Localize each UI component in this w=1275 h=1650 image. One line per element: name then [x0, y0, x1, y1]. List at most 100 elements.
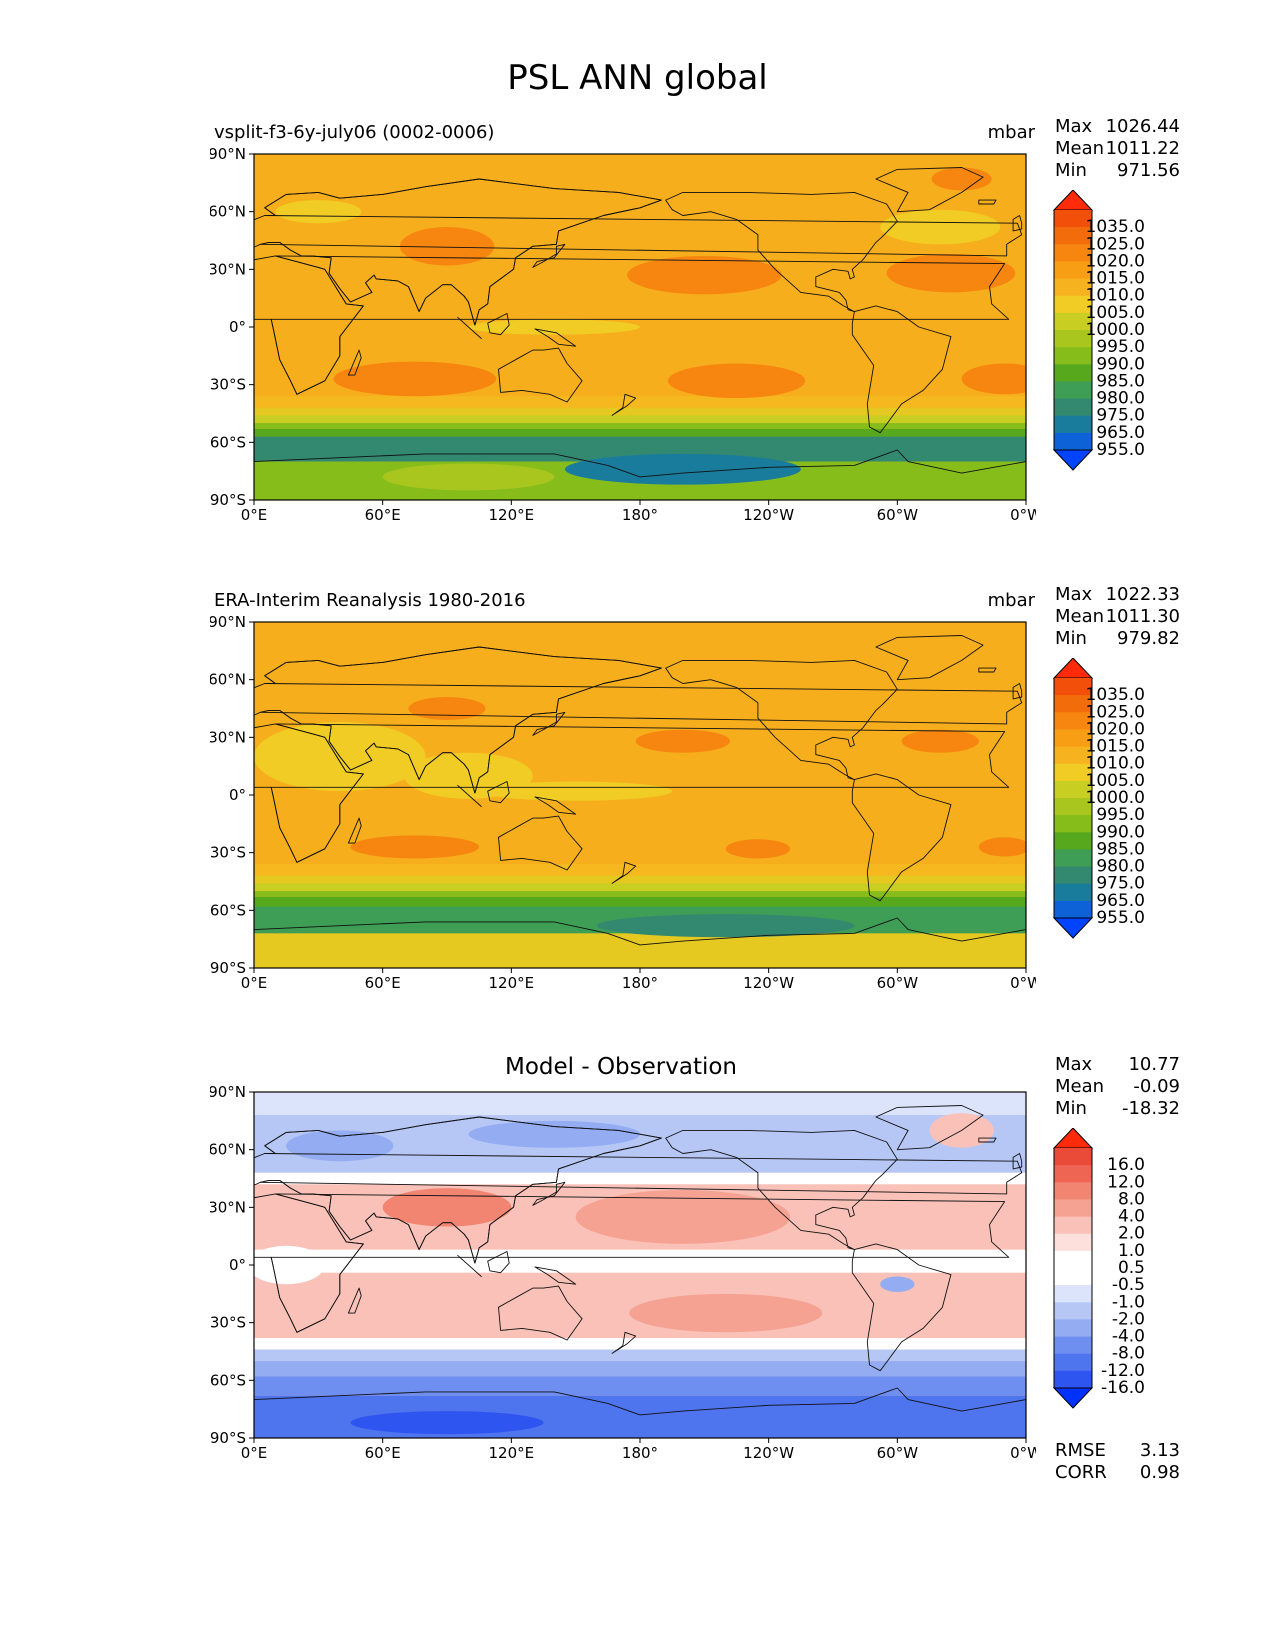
colorbar-segment — [1054, 295, 1092, 314]
field-band — [254, 415, 1026, 424]
stat-max-value: 1022.33 — [1105, 584, 1180, 605]
coastline-australia — [498, 815, 583, 871]
x-tick-label: 180° — [622, 1444, 658, 1462]
field-contour — [479, 781, 673, 801]
field-band — [254, 396, 1026, 408]
field-contour — [382, 1188, 512, 1227]
stat-max-value: 1026.44 — [1105, 116, 1180, 137]
colorbar-segment — [1054, 866, 1092, 885]
colorbar-segment — [1054, 780, 1092, 799]
colorbar-segment — [1054, 763, 1092, 782]
units-label: mbar — [987, 122, 1035, 143]
y-tick-label: 60°S — [210, 901, 246, 919]
coastline-north-america — [665, 659, 898, 781]
coastline-new-guinea — [534, 1266, 577, 1285]
colorbar-tick-label: 0.5 — [1118, 1258, 1145, 1278]
stat-label: Mean — [1055, 606, 1105, 627]
colorbar-segment — [1054, 1353, 1092, 1372]
colorbar-segment — [1054, 1182, 1092, 1200]
stat-mean-value: 1011.22 — [1105, 138, 1180, 159]
field-band — [254, 883, 1026, 892]
coastline-madagascar — [347, 817, 362, 844]
coastline-borneo — [487, 781, 510, 804]
colorbar-tick-label: 1015.0 — [1086, 737, 1145, 757]
stat-label: Min — [1055, 628, 1087, 649]
colorbar-segment — [1054, 381, 1092, 400]
field-contour — [275, 200, 362, 224]
colorbar-tick-label: 990.0 — [1096, 354, 1145, 374]
x-tick-label: 0°E — [241, 1444, 268, 1462]
coastline-africa-wrap — [254, 1193, 364, 1333]
coastline-new-guinea — [534, 328, 577, 347]
coastline-eurasia-wrap — [254, 646, 662, 794]
coastline-south-america — [851, 1243, 952, 1372]
colorbar-tick-label: 4.0 — [1118, 1207, 1145, 1227]
y-tick-label: 60°S — [210, 1371, 246, 1389]
colorbar-tick-label: -2.0 — [1112, 1309, 1145, 1329]
x-tick-label: 120°W — [743, 506, 794, 524]
colorbar-tick-label: 965.0 — [1096, 891, 1145, 911]
x-tick-label: 60°W — [877, 974, 919, 992]
colorbar-segment — [1054, 1370, 1092, 1389]
colorbar-segment — [1054, 1319, 1092, 1338]
field-contour — [961, 363, 1026, 395]
coastline-new-zealand — [611, 393, 637, 416]
coastline-greenland — [875, 167, 984, 213]
x-tick-label: 120°E — [489, 974, 535, 992]
field-band — [254, 407, 1026, 416]
field-contour — [350, 835, 480, 859]
coastline-uk — [1012, 683, 1023, 700]
field-contour — [399, 227, 495, 266]
colorbar-segment — [1054, 1199, 1092, 1218]
colorbar-segment — [1054, 883, 1092, 902]
coastline-north-america — [665, 1129, 898, 1251]
field-contour — [408, 696, 486, 721]
field-band — [254, 891, 1026, 897]
units-label: mbar — [987, 590, 1035, 611]
colorbar-tick-label: 1015.0 — [1086, 269, 1145, 289]
colorbar-segment — [1054, 678, 1092, 696]
colorbar-segment — [1054, 1250, 1092, 1269]
panel-title: vsplit-f3-6y-july06 (0002-0006) — [214, 122, 495, 143]
coastline-japan — [532, 711, 566, 736]
coastline-uk — [1012, 1153, 1023, 1170]
colorbar-segment — [1054, 815, 1092, 833]
field-contour — [286, 1130, 394, 1162]
colorbar-tick-label: -1.0 — [1112, 1292, 1145, 1312]
y-tick-label: 60°S — [210, 433, 246, 451]
coastline-eurasia-wrap — [254, 1116, 662, 1264]
colorbar-segment — [1054, 746, 1092, 765]
stat-max-value: 10.77 — [1128, 1054, 1180, 1075]
colorbar-tick-label: -8.0 — [1112, 1344, 1145, 1364]
y-tick-label: 30°S — [210, 844, 246, 862]
x-tick-label: 120°E — [489, 506, 535, 524]
colorbar-extend-max — [1052, 190, 1094, 211]
stat-label: Mean — [1055, 1076, 1105, 1097]
colorbar-tick-label: -16.0 — [1101, 1378, 1145, 1398]
colorbar-extend-min — [1052, 449, 1094, 471]
field-contour — [635, 729, 731, 753]
stat-label: Min — [1055, 160, 1087, 181]
y-tick-label: 0° — [229, 1256, 246, 1274]
colorbar-tick-label: 1035.0 — [1086, 217, 1145, 237]
colorbar-segment — [1054, 1165, 1092, 1183]
colorbar-segment — [1054, 432, 1092, 451]
colorbar-tick-label: 985.0 — [1096, 839, 1145, 859]
field-band — [254, 1376, 1026, 1396]
y-tick-label: 90°S — [210, 1429, 246, 1447]
stat-corr-value: 0.98 — [1139, 1462, 1180, 1483]
field-contour — [667, 363, 806, 399]
colorbar-segment — [1054, 1285, 1092, 1303]
colorbar-tick-label: -12.0 — [1101, 1361, 1145, 1381]
coastline-antarctica — [254, 1387, 1026, 1438]
stat-label: Mean — [1055, 138, 1105, 159]
x-tick-label: 120°E — [489, 1444, 535, 1462]
coastline-south-america — [851, 773, 952, 902]
x-tick-label: 120°W — [743, 974, 794, 992]
colorbar-tick-label: 1025.0 — [1086, 234, 1145, 254]
colorbar: 1035.01025.01020.01015.01010.01005.01000… — [1052, 658, 1145, 939]
y-tick-label: 60°N — [210, 203, 246, 221]
field-contour — [254, 1245, 325, 1285]
x-tick-label: 0°W — [1010, 506, 1036, 524]
field-contour — [468, 319, 640, 335]
